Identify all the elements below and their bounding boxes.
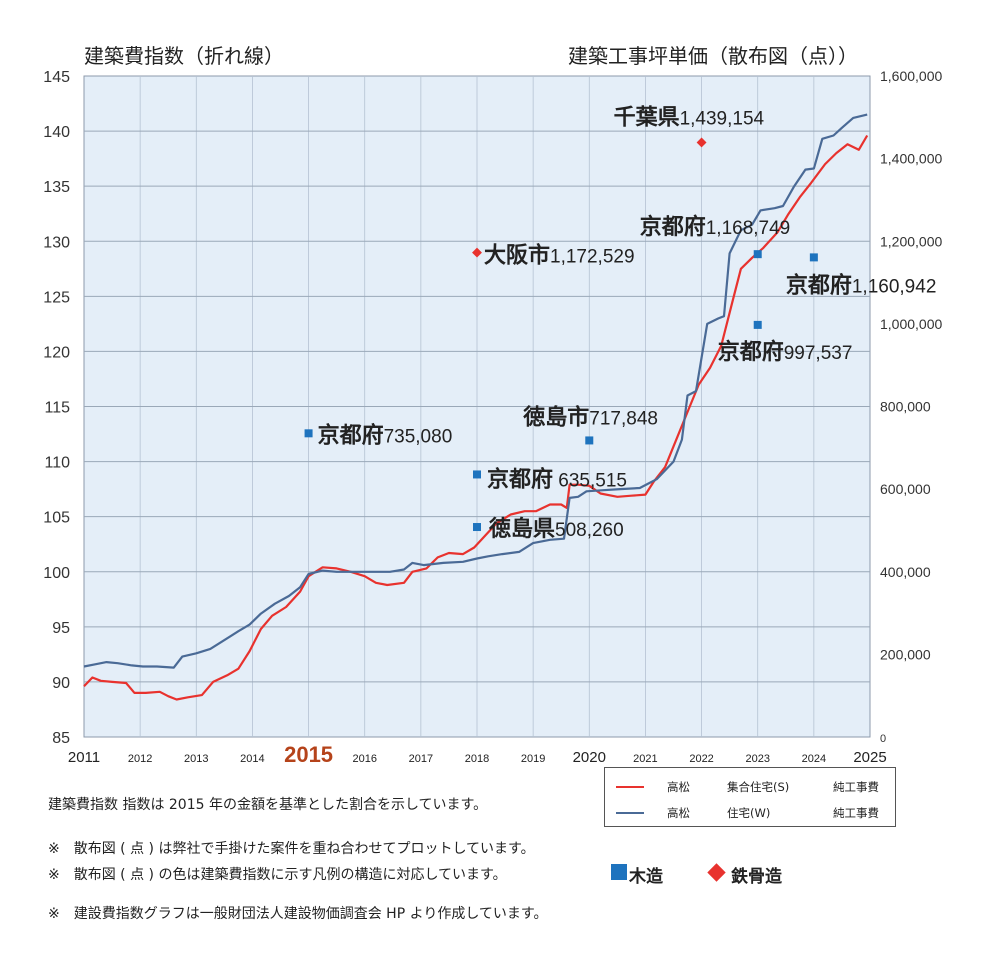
y-left-tick-label: 100	[43, 565, 70, 582]
legend-line-s-icon	[616, 786, 644, 788]
scatter-label: 千葉県1,439,154	[614, 104, 765, 129]
y-left-tick-label: 130	[43, 234, 70, 251]
steel-label: 鉄骨造	[731, 867, 782, 887]
y-right-tick-label: 0	[880, 733, 886, 745]
scatter-label-price: 635,515	[553, 470, 627, 491]
y-right-tick-label: 800,000	[880, 399, 931, 415]
scatter-label: 徳島県508,260	[488, 516, 624, 541]
legend-line-w-icon	[616, 812, 644, 814]
x-tick-label: 2021	[633, 753, 657, 765]
scatter-point-wood	[304, 429, 313, 438]
scatter-label-city: 京都府	[640, 214, 706, 239]
scatter-label: 京都府1,168,749	[640, 214, 791, 239]
y-right-tick-label: 400,000	[880, 564, 931, 580]
x-tick-label: 2025	[853, 749, 886, 766]
legend-series-s: 高松	[667, 780, 690, 794]
wood-label: 木造	[629, 867, 663, 887]
x-tick-label: 2019	[521, 753, 545, 765]
scatter-point-wood	[473, 523, 481, 532]
series-line-apartment-s	[83, 134, 869, 701]
scatter-label-city: 徳島市	[522, 404, 589, 429]
x-tick-label: 2011	[68, 749, 100, 766]
note-1: ※ 散布図 ( 点 ) は弊社で手掛けた案件を重ね合わせてプロットしています。	[48, 841, 535, 857]
scatter-label-price: 735,080	[384, 426, 453, 447]
left-axis-title: 建築費指数（折れ線）	[84, 44, 284, 68]
scatter-label: 徳島市717,848	[522, 404, 658, 429]
scatter-point-wood	[473, 470, 481, 479]
scatter-label-city: 千葉県	[614, 104, 680, 129]
y-left-tick-label: 90	[52, 675, 70, 692]
y-left-tick-label: 145	[43, 69, 70, 86]
scatter-label: 大阪市1,172,529	[484, 243, 635, 268]
x-tick-label: 2023	[745, 753, 769, 765]
scatter-label-price: 1,168,749	[706, 218, 791, 239]
y-right-tick-label: 1,200,000	[880, 233, 942, 249]
y-left-tick-label: 135	[43, 179, 70, 196]
x-tick-label: 2012	[128, 753, 152, 765]
scatter-label-city: 京都府	[718, 339, 784, 364]
y-left-tick-label: 120	[43, 344, 70, 361]
x-tick-label: 2016	[352, 753, 376, 765]
scatter-label-city: 京都府	[487, 466, 553, 491]
scatter-point-wood	[585, 436, 594, 445]
y-left-tick-label: 140	[43, 124, 70, 141]
x-tick-label: 2015	[284, 742, 333, 767]
scatter-label: 京都府1,160,942	[786, 272, 937, 297]
legend-series-w: 高松	[667, 806, 690, 820]
y-left-tick-label: 115	[44, 400, 70, 417]
y-left-tick-label: 85	[52, 730, 70, 747]
index-note: 建築費指数 指数は 2015 年の金額を基準とした割合を示しています。	[48, 797, 488, 813]
scatter-label-price: 717,848	[589, 408, 658, 429]
series-line-house-w	[83, 113, 868, 669]
y-right-tick-label: 200,000	[880, 646, 931, 662]
scatter-point-steel	[696, 137, 707, 148]
scatter-label-price: 1,172,529	[550, 247, 635, 268]
x-tick-label: 2024	[802, 753, 826, 765]
scatter-label: 京都府 635,515	[487, 466, 627, 491]
scatter-label-price: 1,160,942	[852, 276, 937, 297]
scatter-label-city: 大阪市	[484, 243, 550, 268]
y-right-tick-label: 1,400,000	[880, 151, 942, 167]
scatter-label-price: 997,537	[784, 343, 853, 364]
x-tick-label: 2014	[240, 753, 264, 765]
x-tick-label: 2020	[573, 749, 606, 766]
legend-type-s: 集合住宅(S)	[727, 780, 790, 794]
scatter-point-wood	[753, 250, 762, 259]
legend-cost-w: 純工事費	[833, 806, 879, 820]
x-tick-label: 2022	[689, 753, 713, 765]
scatter-label-city: 京都府	[786, 272, 852, 297]
wood-square-icon	[611, 864, 627, 880]
y-right-tick-label: 1,000,000	[880, 316, 942, 332]
x-tick-label: 2018	[465, 753, 489, 765]
scatter-label-price: 508,260	[555, 520, 624, 541]
scatter-label-city: 京都府	[318, 422, 384, 447]
scatter-label: 京都府997,537	[718, 339, 853, 364]
x-tick-label: 2013	[184, 753, 208, 765]
note-3: ※ 建設費指数グラフは一般財団法人建設物価調査会 HP より作成しています。	[48, 906, 548, 922]
scatter-point-wood	[753, 320, 762, 329]
y-left-tick-label: 105	[43, 510, 70, 527]
y-left-tick-label: 110	[44, 455, 70, 472]
legend-type-w: 住宅(W)	[727, 806, 771, 820]
y-left-tick-label: 125	[43, 289, 70, 306]
scatter-label-city: 徳島県	[488, 516, 555, 541]
y-right-tick-label: 1,600,000	[880, 68, 942, 84]
legend-row-s: 高松 集合住宅(S) 純工事費	[605, 777, 895, 797]
note-2: ※ 散布図 ( 点 ) の色は建築費指数に示す凡例の構造に対応しています。	[48, 867, 507, 883]
x-tick-label: 2017	[409, 753, 433, 765]
y-left-tick-label: 95	[52, 620, 70, 637]
scatter-point-wood	[809, 253, 818, 262]
right-axis-title: 建築工事坪単価（散布図（点））	[568, 44, 858, 68]
legend-cost-s: 純工事費	[833, 780, 879, 794]
legend-row-w: 高松 住宅(W) 純工事費	[605, 803, 895, 823]
y-right-tick-label: 600,000	[880, 481, 931, 497]
scatter-label: 京都府735,080	[318, 422, 453, 447]
scatter-label-price: 1,439,154	[680, 108, 765, 129]
legend: 高松 集合住宅(S) 純工事費 高松 住宅(W) 純工事費	[604, 767, 896, 827]
